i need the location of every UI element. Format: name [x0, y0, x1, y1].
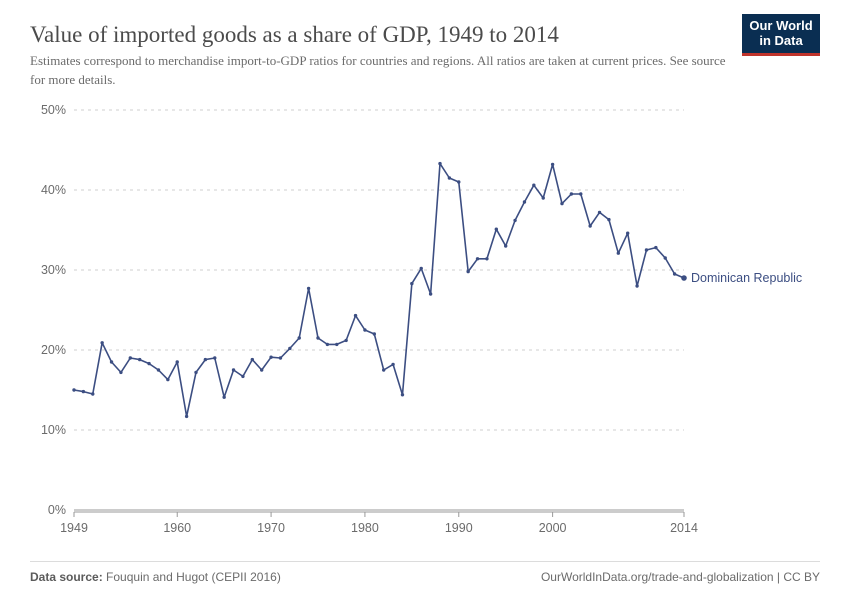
y-tick-label: 10% [41, 423, 66, 437]
series-point [635, 284, 638, 287]
footer-right: OurWorldInData.org/trade-and-globalizati… [541, 570, 820, 584]
series-point [645, 248, 648, 251]
series-point [157, 368, 160, 371]
series-point [673, 272, 676, 275]
series-point [438, 162, 441, 165]
series-point [551, 162, 554, 165]
series-point [391, 362, 394, 365]
series-point [166, 378, 169, 381]
series-point [129, 356, 132, 359]
series-point [401, 393, 404, 396]
x-tick-label: 1970 [257, 521, 285, 535]
series-point [344, 338, 347, 341]
x-tick-label: 2014 [670, 521, 698, 535]
logo-line2: in Data [759, 33, 802, 48]
series-point [560, 202, 563, 205]
y-tick-label: 20% [41, 343, 66, 357]
series-point [532, 183, 535, 186]
series-point [570, 192, 573, 195]
series-point [110, 360, 113, 363]
source-label: Data source: [30, 570, 103, 584]
series-point [654, 246, 657, 249]
series-point [373, 332, 376, 335]
series-point [513, 218, 516, 221]
series-end-point [681, 275, 687, 281]
series-point [119, 370, 122, 373]
series-point [213, 356, 216, 359]
series-point [523, 200, 526, 203]
series-point [420, 266, 423, 269]
chart-footer: Data source: Fouquin and Hugot (CEPII 20… [30, 561, 820, 584]
chart-svg: 0% 10% 20% 30% 40% 50% 1949 1960 1970 1980 1990 200… [30, 100, 820, 540]
owid-logo: Our World in Data [742, 14, 820, 56]
series-point [91, 392, 94, 395]
series-point [664, 256, 667, 259]
series-point [241, 374, 244, 377]
series-point [260, 368, 263, 371]
chart-subtitle: Estimates correspond to merchandise impo… [30, 52, 730, 90]
series-point [326, 342, 329, 345]
series-point [194, 370, 197, 373]
series-point [232, 368, 235, 371]
chart-area: 0% 10% 20% 30% 40% 50% 1949 1960 1970 1980 1990 200… [30, 100, 820, 540]
series-point [176, 360, 179, 363]
chart-title: Value of imported goods as a share of GD… [30, 22, 700, 48]
series-point [410, 282, 413, 285]
series-point [504, 244, 507, 247]
series-line [74, 163, 684, 416]
x-tick-label: 1949 [60, 521, 88, 535]
logo-line1: Our World [749, 18, 812, 33]
source-value: Fouquin and Hugot (CEPII 2016) [106, 570, 281, 584]
series-point [100, 341, 103, 344]
series-point [485, 257, 488, 260]
series-point [298, 336, 301, 339]
y-tick-label: 40% [41, 183, 66, 197]
series-point [607, 218, 610, 221]
series-point [588, 224, 591, 227]
footer-left: Data source: Fouquin and Hugot (CEPII 20… [30, 570, 281, 584]
series-point [457, 180, 460, 183]
series-point [335, 342, 338, 345]
series-point [476, 257, 479, 260]
chart-container: Our World in Data Value of imported good… [0, 0, 850, 600]
series-point [185, 414, 188, 417]
series-point [204, 358, 207, 361]
series-point [579, 192, 582, 195]
x-tick-label: 2000 [539, 521, 567, 535]
series-point [626, 231, 629, 234]
series-point [269, 355, 272, 358]
series-point [495, 227, 498, 230]
series-point [82, 390, 85, 393]
series-point [147, 362, 150, 365]
series-point [138, 358, 141, 361]
series-point [288, 346, 291, 349]
y-tick-label: 50% [41, 103, 66, 117]
y-tick-label: 0% [48, 503, 66, 517]
series-point [316, 336, 319, 339]
series-point [448, 176, 451, 179]
series-point [598, 210, 601, 213]
series-point [307, 286, 310, 289]
series-point [617, 251, 620, 254]
series-point [466, 270, 469, 273]
series-point [542, 196, 545, 199]
y-tick-label: 30% [41, 263, 66, 277]
series-label: Dominican Republic [691, 271, 802, 285]
series-point [72, 388, 75, 391]
x-tick-label: 1960 [163, 521, 191, 535]
x-tick-label: 1990 [445, 521, 473, 535]
series-point [429, 292, 432, 295]
series-point [222, 395, 225, 398]
x-tick-label: 1980 [351, 521, 379, 535]
series-point [382, 368, 385, 371]
series-point [251, 358, 254, 361]
series-point [279, 356, 282, 359]
series-point [363, 328, 366, 331]
series-point [354, 314, 357, 317]
